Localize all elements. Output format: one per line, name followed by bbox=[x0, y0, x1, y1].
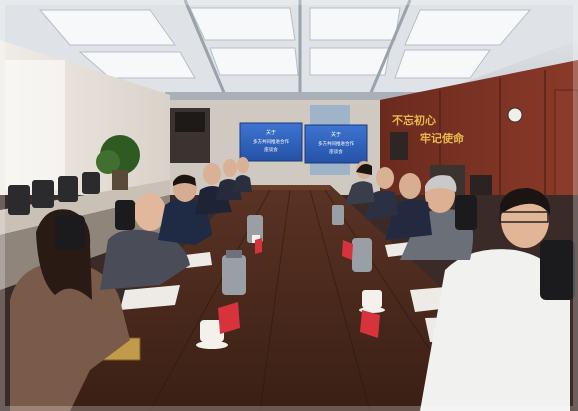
slogan-line-2: 牢记使命 bbox=[420, 131, 465, 145]
ceiling bbox=[0, 0, 578, 110]
screen-right-line-3: 座谈会 bbox=[329, 148, 343, 155]
screen-right-line-1: 关于 bbox=[331, 131, 341, 138]
projection-screens: 关于 多方共同推进合作 座谈会 关于 多方共同推进合作 座谈会 bbox=[239, 122, 368, 164]
attendee bbox=[10, 209, 130, 411]
screen-left-line-2: 多方共同推进合作 bbox=[253, 138, 289, 145]
name-plate-icon bbox=[218, 238, 380, 338]
screen-right: 关于 多方共同推进合作 座谈会 bbox=[304, 124, 368, 164]
slogan-line-1: 不忘初心 bbox=[392, 113, 436, 127]
attendee bbox=[100, 193, 190, 290]
screen-right-line-2: 多方共同推进合作 bbox=[318, 140, 354, 147]
wall-clock-icon bbox=[507, 107, 523, 123]
teacup-icon bbox=[196, 235, 385, 349]
attendees-left bbox=[10, 157, 252, 411]
attendee bbox=[345, 161, 398, 220]
attendees-right bbox=[345, 161, 575, 411]
thermos-icon bbox=[222, 205, 372, 295]
screen-left-line-3: 座谈会 bbox=[264, 146, 278, 153]
screen-left: 关于 多方共同推进合作 座谈会 bbox=[239, 122, 303, 162]
wall-slogan: 不忘初心 牢记使命 bbox=[392, 113, 465, 145]
screen-left-line-1: 关于 bbox=[266, 129, 276, 136]
attendee bbox=[195, 157, 252, 215]
attendee bbox=[420, 188, 570, 411]
